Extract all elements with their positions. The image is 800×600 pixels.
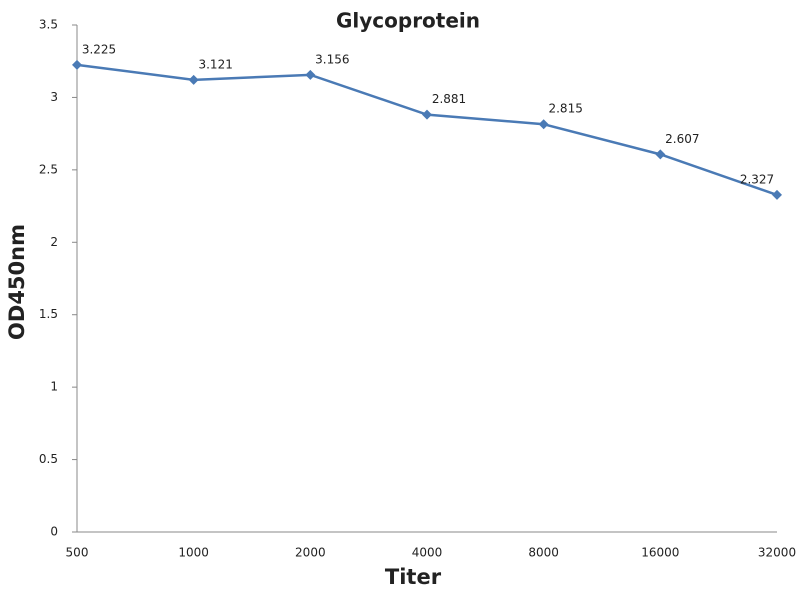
y-tick-label: 0.5: [39, 452, 58, 466]
data-point: [655, 149, 666, 160]
x-tick-label: 500: [66, 546, 89, 560]
x-tick-label: 4000: [412, 546, 443, 560]
data-label: 3.225: [82, 42, 116, 56]
y-tick-label: 3.5: [39, 18, 58, 32]
data-label: 3.156: [315, 52, 349, 66]
data-label: 2.815: [548, 102, 582, 116]
data-point: [772, 189, 782, 200]
y-axis-title: OD450nm: [5, 224, 29, 340]
data-point: [305, 69, 316, 80]
x-tick-label: 1000: [178, 546, 209, 560]
x-tick-label: 8000: [528, 546, 559, 560]
data-label: 2.607: [665, 132, 699, 146]
data-label: 2.327: [740, 172, 774, 186]
x-axis-title: Titer: [385, 565, 442, 589]
y-tick-label: 0: [50, 525, 58, 539]
y-tick-label: 2: [50, 235, 58, 249]
y-tick-label: 3: [50, 90, 58, 104]
data-point: [188, 74, 199, 85]
data-point: [422, 109, 432, 120]
data-label: 2.881: [432, 92, 466, 106]
series-line: [76, 63, 778, 197]
x-tick-label: 32000: [758, 546, 796, 560]
data-point: [72, 59, 82, 70]
x-tick-label: 16000: [641, 546, 679, 560]
x-tick-label: 2000: [295, 546, 326, 560]
y-tick-label: 1: [50, 380, 58, 394]
y-tick-label: 1.5: [39, 307, 58, 321]
chart-title: Glycoprotein: [336, 9, 480, 33]
data-point: [538, 119, 549, 130]
y-tick-label: 2.5: [39, 162, 58, 176]
data-label: 3.121: [198, 57, 232, 71]
